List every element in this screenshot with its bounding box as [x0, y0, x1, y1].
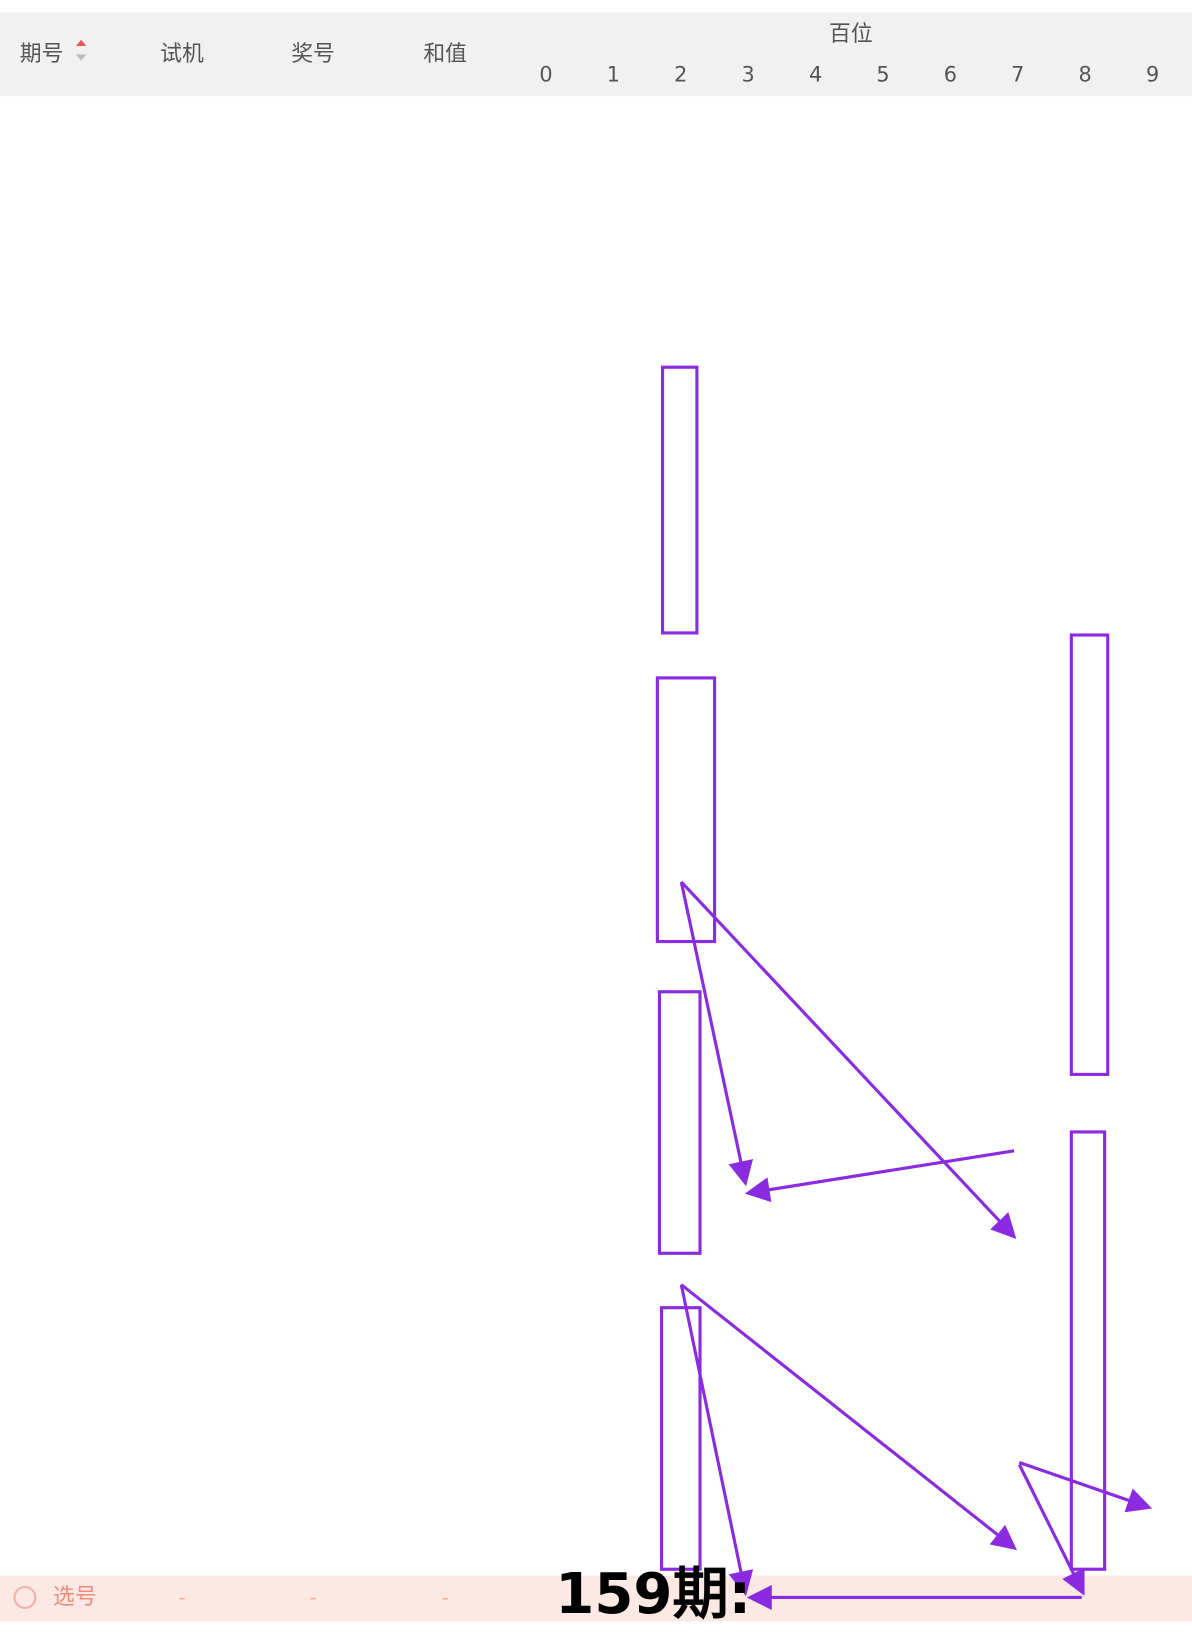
arrow	[1018, 1461, 1153, 1513]
box	[659, 1306, 702, 1571]
box	[657, 990, 702, 1255]
header-prize: 奖号	[291, 42, 335, 67]
arrow	[679, 1284, 754, 1597]
header-digit: 0	[539, 62, 552, 86]
overlay-text: 159期:	[555, 1562, 751, 1627]
header-digit: 4	[809, 62, 822, 86]
box	[1069, 633, 1110, 1076]
annotation-arrows	[679, 880, 1153, 1611]
header-bg	[0, 12, 1192, 97]
header-digit: 8	[1079, 62, 1092, 86]
arrow	[679, 881, 754, 1187]
box	[1069, 1130, 1107, 1571]
header-digit: 6	[944, 62, 957, 86]
header-sum: 和值	[423, 42, 467, 67]
arrow	[680, 1283, 1017, 1551]
box	[655, 676, 717, 944]
pick-sum: -	[442, 1586, 449, 1609]
header-digit: 5	[876, 62, 889, 86]
header-digit: 2	[674, 62, 687, 86]
header-digit: 7	[1011, 62, 1024, 86]
header-period[interactable]: 期号	[20, 42, 64, 67]
arrow	[1017, 1463, 1085, 1596]
box	[661, 365, 699, 635]
header-position: 百位	[829, 22, 873, 47]
header-digit: 1	[607, 62, 620, 86]
pick-radio[interactable]	[13, 1585, 37, 1609]
header-digit: 3	[742, 62, 755, 86]
sort-icon[interactable]	[75, 39, 87, 47]
sort-icon[interactable]	[75, 54, 87, 61]
pick-label: 选号	[53, 1585, 97, 1610]
arrow	[744, 1149, 1015, 1203]
header-trial: 试机	[160, 42, 204, 67]
annotation-boxes	[655, 365, 1110, 1571]
pick-prize: -	[310, 1586, 317, 1609]
pick-trial: -	[178, 1586, 185, 1609]
arrow	[680, 880, 1017, 1240]
header-digit: 9	[1146, 62, 1159, 86]
